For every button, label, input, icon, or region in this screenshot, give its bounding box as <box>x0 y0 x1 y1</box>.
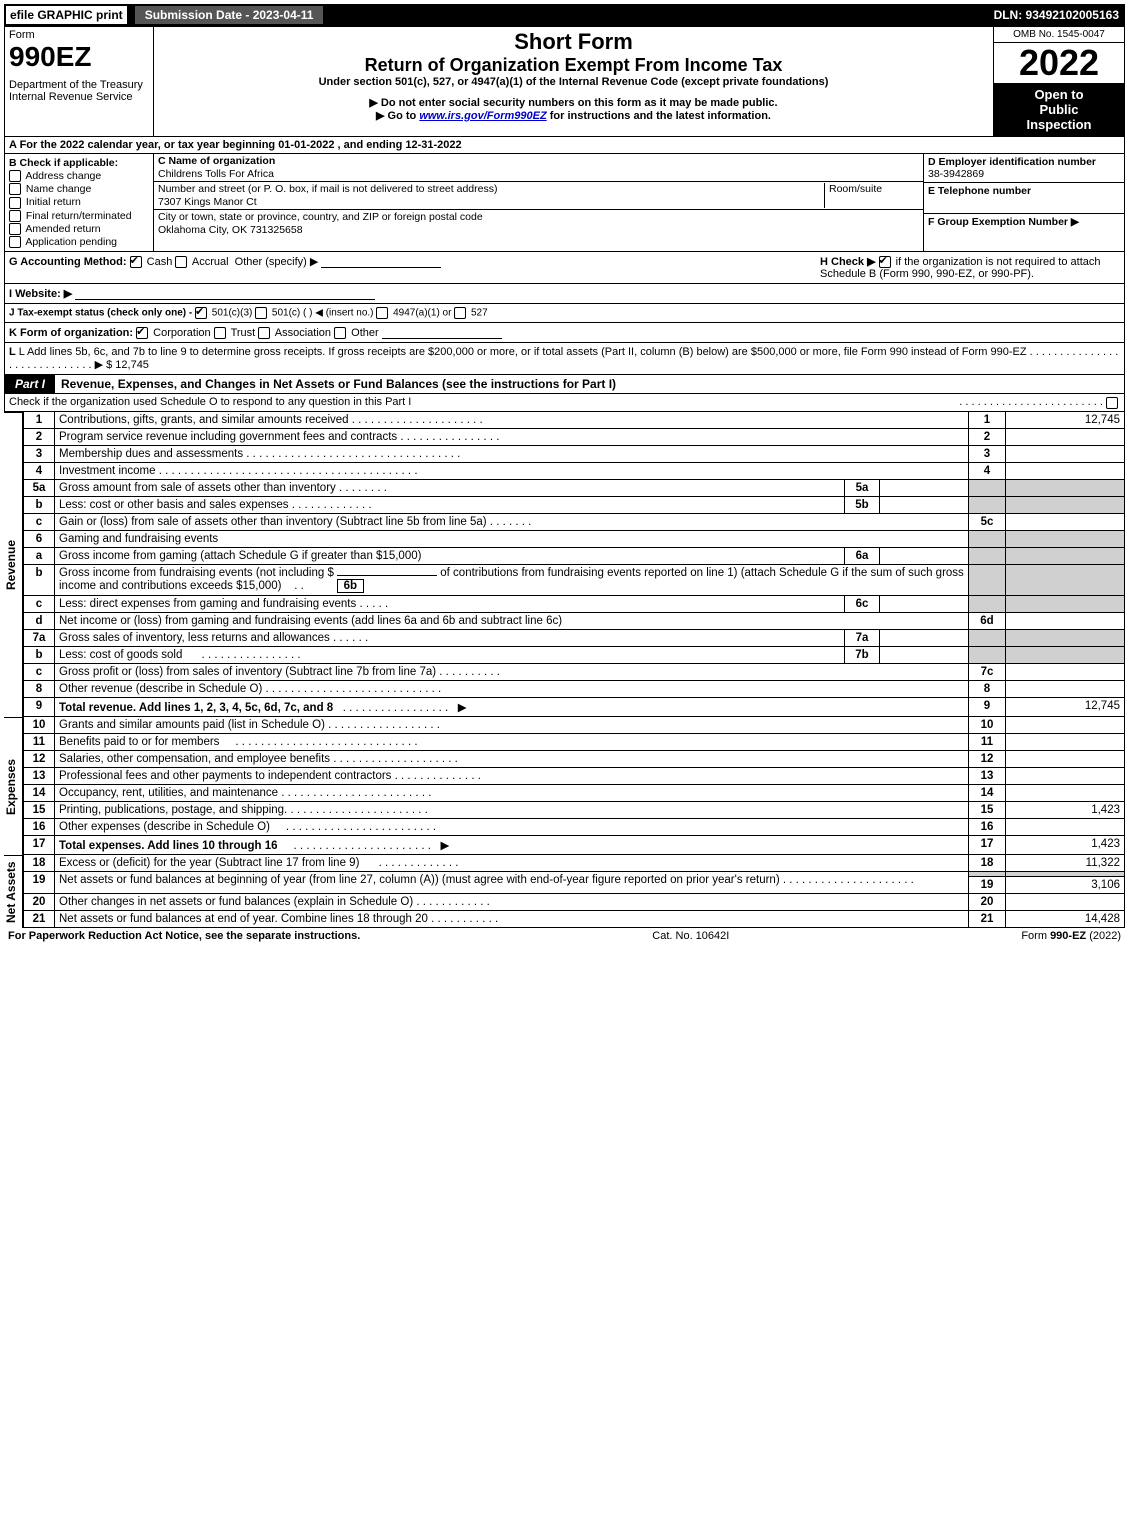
check-4947[interactable] <box>376 307 388 319</box>
dln-label: DLN: 93492102005163 <box>994 8 1125 22</box>
check-527[interactable] <box>454 307 466 319</box>
group-label: F Group Exemption Number ▶ <box>928 216 1079 228</box>
row-a: A For the 2022 calendar year, or tax yea… <box>4 137 1125 154</box>
line21-amt: 14,428 <box>1006 910 1125 927</box>
form-word: Form <box>9 29 149 41</box>
check-sched-o[interactable] <box>1106 397 1118 409</box>
check-other-org[interactable] <box>334 327 346 339</box>
expenses-table: 10Grants and similar amounts paid (list … <box>23 717 1125 855</box>
h-label: H Check ▶ <box>820 256 879 268</box>
submission-date-badge: Submission Date - 2023-04-11 <box>133 4 326 26</box>
check-cash[interactable] <box>130 256 142 268</box>
paperwork-notice: For Paperwork Reduction Act Notice, see … <box>8 930 360 942</box>
bullet-link: ▶ Go to www.irs.gov/Form990EZ for instru… <box>158 109 989 122</box>
row-j: J Tax-exempt status (check only one) - 5… <box>4 304 1125 323</box>
bullet-ssn: ▶ Do not enter social security numbers o… <box>158 96 989 109</box>
check-accrual[interactable] <box>175 256 187 268</box>
ein-label: D Employer identification number <box>928 156 1096 168</box>
cat-no: Cat. No. 10642I <box>652 930 729 942</box>
check-assoc[interactable] <box>258 327 270 339</box>
form-title-long: Return of Organization Exempt From Incom… <box>158 55 989 76</box>
dept-irs: Internal Revenue Service <box>9 91 149 103</box>
part1-sub: Check if the organization used Schedule … <box>4 394 1125 411</box>
check-501c[interactable] <box>255 307 267 319</box>
room-label: Room/suite <box>829 183 882 195</box>
row-g-h: G Accounting Method: Cash Accrual Other … <box>4 252 1125 284</box>
org-name: Childrens Tolls For Africa <box>158 168 274 180</box>
street-label: Number and street (or P. O. box, if mail… <box>158 183 497 195</box>
net-assets-table: 18Excess or (deficit) for the year (Subt… <box>23 855 1125 928</box>
under-section: Under section 501(c), 527, or 4947(a)(1)… <box>158 76 989 88</box>
line9-amt: 12,745 <box>1006 697 1125 716</box>
efile-print-button[interactable]: efile GRAPHIC print <box>4 4 129 26</box>
page-footer: For Paperwork Reduction Act Notice, see … <box>4 928 1125 944</box>
tel-label: E Telephone number <box>928 185 1031 197</box>
row-l: L L Add lines 5b, 6c, and 7b to line 9 t… <box>4 343 1125 375</box>
check-sched-b[interactable] <box>879 256 891 268</box>
omb-number: OMB No. 1545-0047 <box>994 27 1124 43</box>
top-bar: efile GRAPHIC print Submission Date - 20… <box>4 4 1125 26</box>
irs-link[interactable]: www.irs.gov/Form990EZ <box>419 110 546 122</box>
form-number: 990EZ <box>9 41 149 73</box>
check-name-change[interactable] <box>9 183 21 195</box>
line17-amt: 1,423 <box>1006 835 1125 854</box>
part1-title: Revenue, Expenses, and Changes in Net As… <box>55 375 1124 393</box>
form-header: Form 990EZ Department of the Treasury In… <box>4 26 1125 137</box>
side-revenue: Revenue <box>4 412 23 717</box>
part1-header: Part I Revenue, Expenses, and Changes in… <box>4 375 1125 394</box>
dept-treasury: Department of the Treasury <box>9 79 149 91</box>
check-final-return[interactable] <box>9 210 21 222</box>
check-amended[interactable] <box>9 223 21 235</box>
check-address-change[interactable] <box>9 170 21 182</box>
col-b-title: B Check if applicable: <box>9 157 118 169</box>
check-initial-return[interactable] <box>9 197 21 209</box>
check-corp[interactable] <box>136 327 148 339</box>
form-title-short: Short Form <box>158 29 989 55</box>
revenue-table: 1Contributions, gifts, grants, and simil… <box>23 412 1125 717</box>
line18-amt: 11,322 <box>1006 855 1125 872</box>
city-label: City or town, state or province, country… <box>158 211 483 223</box>
open-to-public: Open to Public Inspection <box>994 83 1124 136</box>
tax-year: 2022 <box>994 43 1124 83</box>
check-501c3[interactable] <box>195 307 207 319</box>
city-value: Oklahoma City, OK 731325658 <box>158 224 303 236</box>
name-label: C Name of organization <box>158 155 275 167</box>
street-value: 7307 Kings Manor Ct <box>158 196 257 208</box>
line1-amt: 12,745 <box>1006 412 1125 429</box>
side-expenses: Expenses <box>4 717 23 855</box>
gross-receipts: 12,745 <box>115 359 149 371</box>
row-k: K Form of organization: Corporation Trus… <box>4 323 1125 343</box>
line15-amt: 1,423 <box>1006 801 1125 818</box>
org-info-block: B Check if applicable: Address change Na… <box>4 154 1125 252</box>
form-footer: Form 990-EZ (2022) <box>1021 930 1121 942</box>
check-trust[interactable] <box>214 327 226 339</box>
line19-amt: 3,106 <box>1006 876 1125 893</box>
row-l-text: L Add lines 5b, 6c, and 7b to line 9 to … <box>19 346 1027 358</box>
check-pending[interactable] <box>9 236 21 248</box>
side-net-assets: Net Assets <box>4 855 23 928</box>
g-label: G Accounting Method: <box>9 256 127 268</box>
ein-value: 38-3942869 <box>928 168 984 180</box>
part1-tab: Part I <box>5 375 55 393</box>
row-i: I Website: ▶ <box>4 284 1125 304</box>
